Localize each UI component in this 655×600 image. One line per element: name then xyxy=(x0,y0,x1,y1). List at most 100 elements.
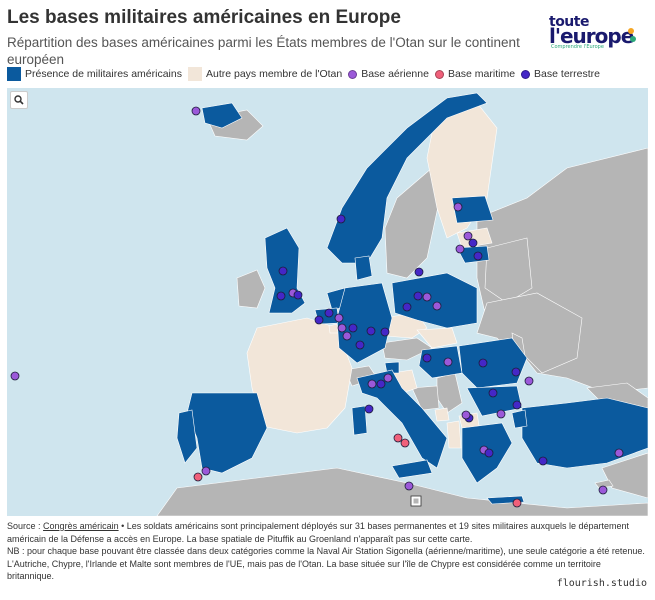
ukraine-region xyxy=(476,292,583,374)
air-base-marker xyxy=(443,357,453,367)
turkey-thrace-region xyxy=(511,409,528,429)
austria-region xyxy=(381,337,433,361)
land-base-marker xyxy=(488,388,498,398)
land-base-marker xyxy=(468,238,478,248)
land-base-marker xyxy=(376,379,386,389)
naval-base-marker xyxy=(193,472,203,482)
land-base-marker xyxy=(484,448,494,458)
air-base-marker xyxy=(342,331,352,341)
membership-note: L'Autriche, Chypre, l'Irlande et Malte s… xyxy=(7,558,601,582)
legend-item-other-nato[interactable]: Autre pays membre de l'Otan xyxy=(187,67,343,81)
legend-item-presence[interactable]: Présence de militaires américains xyxy=(7,67,182,81)
flourish-credit[interactable]: flourish.studio xyxy=(556,578,647,589)
source-note: Source : Congrès américain • Les soldats… xyxy=(7,520,647,545)
legend-swatch xyxy=(521,69,531,79)
map-search-button[interactable] xyxy=(10,91,28,109)
logo-star-icon xyxy=(630,36,636,42)
air-base-marker xyxy=(404,481,414,491)
header: Les bases militaires américaines en Euro… xyxy=(7,6,537,68)
source-text: • Les soldats américains sont principale… xyxy=(7,521,630,544)
source-label: Source : xyxy=(7,521,41,531)
air-base-marker xyxy=(10,371,20,381)
source-link[interactable]: Congrès américain xyxy=(43,521,119,531)
air-base-marker xyxy=(496,409,506,419)
serbia-region xyxy=(436,372,463,414)
page-subtitle: Répartition des bases américaines parmi … xyxy=(7,35,520,67)
land-base-marker xyxy=(355,340,365,350)
slovenia-region xyxy=(384,361,400,374)
air-base-marker xyxy=(367,379,377,389)
land-base-marker xyxy=(402,302,412,312)
footnotes: Source : Congrès américain • Les soldats… xyxy=(7,520,647,583)
france-region xyxy=(246,317,353,434)
land-base-marker xyxy=(422,353,432,363)
land-base-marker xyxy=(538,456,548,466)
montenegro-region xyxy=(434,407,450,422)
poland-region xyxy=(391,272,478,329)
legend-swatch xyxy=(7,67,21,81)
romania-region xyxy=(458,337,528,389)
luxembourg-region xyxy=(328,323,339,334)
ireland-region xyxy=(236,269,266,309)
bosnia-region xyxy=(411,385,440,411)
air-base-marker xyxy=(432,301,442,311)
land-base-marker xyxy=(473,251,483,261)
air-base-marker xyxy=(463,231,473,241)
belarus-region xyxy=(484,237,533,304)
land-base-marker xyxy=(293,290,303,300)
legend-item-naval-base[interactable]: Base maritime xyxy=(434,68,516,80)
sardinia-region xyxy=(351,405,368,436)
land-base-marker xyxy=(414,267,424,277)
legend-swatch xyxy=(348,69,358,79)
estonia-region xyxy=(451,195,494,224)
land-base-marker xyxy=(324,308,334,318)
legend-item-land-base[interactable]: Base terrestre xyxy=(521,68,600,80)
legend-label: Base terrestre xyxy=(534,68,600,80)
legend-label: Présence de militaires américains xyxy=(25,68,182,80)
land-base-marker xyxy=(512,400,522,410)
logo-text-main: l'europe xyxy=(549,24,634,48)
logo-tagline: Comprendre l'Europe xyxy=(551,44,604,50)
nb-note: NB : pour chaque base pouvant être class… xyxy=(7,546,645,556)
legend-label: Base maritime xyxy=(447,68,516,80)
land-base-marker xyxy=(478,358,488,368)
legend-label: Base aérienne xyxy=(361,68,429,80)
air-base-marker xyxy=(334,313,344,323)
air-base-marker xyxy=(337,323,347,333)
legend-item-air-base[interactable]: Base aérienne xyxy=(348,68,429,80)
logo-text-top: toute xyxy=(549,14,589,30)
legend-label: Autre pays membre de l'Otan xyxy=(205,68,343,80)
naval-base-marker xyxy=(512,498,522,508)
slovakia-region xyxy=(416,327,458,349)
air-base-marker xyxy=(453,202,463,212)
map-legend: Présence de militaires américains Autre … xyxy=(7,67,606,81)
land-base-marker xyxy=(364,404,374,414)
land-base-marker xyxy=(413,291,423,301)
legend-swatch xyxy=(187,67,202,81)
land-base-marker xyxy=(511,367,521,377)
air-base-marker xyxy=(422,292,432,302)
brand-logo[interactable]: toute l'europe Comprendre l'Europe xyxy=(546,14,638,50)
land-base-marker xyxy=(380,327,390,337)
map-canvas[interactable] xyxy=(7,88,648,516)
air-base-marker xyxy=(191,106,201,116)
land-base-marker xyxy=(348,323,358,333)
cyprus-region xyxy=(594,479,614,489)
hungary-region xyxy=(418,345,463,379)
air-base-marker xyxy=(383,373,393,383)
north-africa-region xyxy=(156,467,648,516)
spain-region xyxy=(186,392,268,474)
europe-map[interactable] xyxy=(7,88,648,516)
land-base-marker xyxy=(276,291,286,301)
logo-star-icon xyxy=(628,28,634,34)
air-base-marker xyxy=(598,485,608,495)
germany-region xyxy=(336,282,393,364)
land-base-marker xyxy=(336,214,346,224)
page-title: Les bases militaires américaines en Euro… xyxy=(7,7,401,28)
land-base-marker xyxy=(366,326,376,336)
portugal-region xyxy=(176,409,198,464)
air-base-marker xyxy=(201,466,211,476)
svalbard-region xyxy=(201,102,243,129)
air-base-marker xyxy=(524,376,534,386)
denmark-region xyxy=(354,255,373,281)
